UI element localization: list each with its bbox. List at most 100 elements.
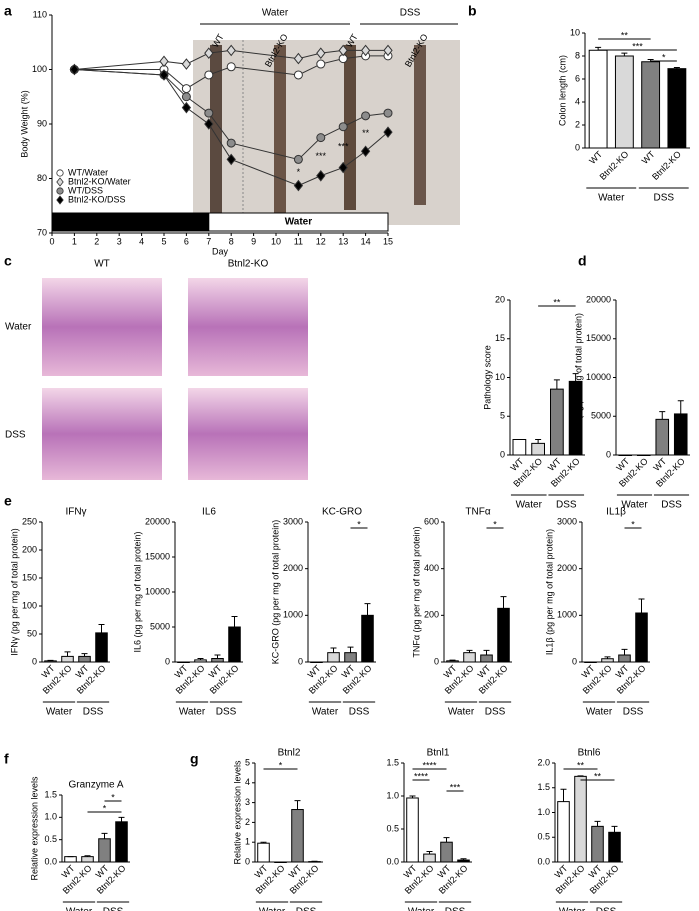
series-line xyxy=(74,49,388,70)
error-bar xyxy=(483,649,490,655)
significance-label: * xyxy=(493,519,497,529)
error-bar xyxy=(364,603,371,616)
x-tick-label: WT xyxy=(640,149,657,166)
data-point xyxy=(383,44,393,57)
bar xyxy=(588,49,608,149)
bar xyxy=(618,654,631,663)
bar xyxy=(614,55,634,149)
y-tick-label: 0 xyxy=(606,449,611,459)
data-point xyxy=(316,133,326,143)
y-tick-label: 200 xyxy=(22,544,37,554)
error-bar xyxy=(47,659,54,661)
bar xyxy=(257,842,270,863)
error-bar xyxy=(553,379,560,390)
y-tick-label: 5 xyxy=(245,757,250,767)
significance-label: * xyxy=(279,760,283,770)
error-bar xyxy=(677,400,684,414)
data-point xyxy=(226,153,236,166)
x-tick-label: Btnl2-KO xyxy=(650,149,683,182)
y-tick-label: 3000 xyxy=(557,516,577,526)
bar xyxy=(406,797,419,863)
legend-marker xyxy=(56,187,64,195)
y-tick-label: 150 xyxy=(22,572,37,582)
y-axis-label: Colon length (cm) xyxy=(557,55,567,126)
error-bar xyxy=(231,616,238,627)
significance-label: **** xyxy=(422,760,437,770)
error-bar xyxy=(638,598,645,613)
y-tick-label: 90 xyxy=(37,118,47,128)
series-line xyxy=(74,55,388,90)
group-label: DSS xyxy=(445,907,466,911)
y-tick-label: 10000 xyxy=(586,372,611,382)
error-bar xyxy=(294,800,301,810)
bar xyxy=(291,809,304,863)
phase-bar xyxy=(208,212,389,232)
y-tick-label: 4 xyxy=(575,96,580,106)
x-tick-label: 7 xyxy=(206,236,211,246)
bar xyxy=(457,859,470,863)
y-axis-label: Pathology score xyxy=(482,345,492,410)
error-bar xyxy=(594,820,601,827)
y-tick-label: 1.0 xyxy=(537,807,550,817)
significance-label: * xyxy=(662,52,666,62)
data-point xyxy=(159,69,169,81)
y-tick-label: 0 xyxy=(434,656,439,666)
x-tick-label: 13 xyxy=(338,236,348,246)
histology-column-label: WT xyxy=(94,259,110,270)
chart-title: Btnl2 xyxy=(278,748,301,759)
data-point xyxy=(361,111,371,121)
data-point xyxy=(181,92,191,102)
y-tick-label: 50 xyxy=(27,628,37,638)
y-tick-label: 1000 xyxy=(283,610,303,620)
y-tick-label: 200 xyxy=(424,610,439,620)
group-label: Water xyxy=(516,500,543,511)
group-label: DSS xyxy=(349,707,370,718)
bar xyxy=(480,654,493,663)
data-point xyxy=(204,47,214,59)
significance-label: *** xyxy=(450,782,461,792)
y-tick-label: 0.5 xyxy=(537,832,550,842)
bar xyxy=(641,61,661,149)
y-tick-label: 1.5 xyxy=(386,757,399,767)
significance-label: ** xyxy=(362,128,370,138)
y-tick-label: 110 xyxy=(33,9,47,19)
error-bar xyxy=(466,649,473,653)
y-tick-label: 1.0 xyxy=(44,812,57,822)
histology-column-label: Btnl2-KO xyxy=(228,259,269,270)
bar xyxy=(635,612,648,663)
significance-label: * xyxy=(357,519,361,529)
group-label: Water xyxy=(586,707,613,718)
y-axis-label: MPO (ng per mg of total protein) xyxy=(573,313,583,442)
x-tick-label: Btnl2-KO xyxy=(598,149,631,182)
bar xyxy=(423,853,436,863)
bar xyxy=(673,413,688,456)
chart-title: Btnl1 xyxy=(427,748,450,759)
y-axis-label: IL6 (pg per mg of total protein) xyxy=(132,531,142,652)
data-point xyxy=(159,55,169,68)
y-tick-label: 100 xyxy=(22,600,37,610)
y-tick-label: 3000 xyxy=(283,516,303,526)
phase-label: Water xyxy=(285,217,313,228)
group-label: DSS xyxy=(596,907,617,911)
error-bar xyxy=(621,648,628,655)
y-tick-label: 10000 xyxy=(145,586,170,596)
y-tick-label: 0.5 xyxy=(386,823,399,833)
error-bar xyxy=(409,795,416,798)
legend-label: WT/Water xyxy=(68,167,108,177)
y-tick-label: 250 xyxy=(22,516,37,526)
bar xyxy=(211,658,224,663)
error-bar xyxy=(572,373,579,382)
phase-label: DSS xyxy=(120,217,141,228)
error-bar xyxy=(460,858,467,861)
photo-group-label: DSS xyxy=(400,8,421,19)
y-tick-label: 0.0 xyxy=(44,856,57,866)
bar xyxy=(446,660,459,663)
panel-label: c xyxy=(4,253,12,269)
y-tick-label: 20000 xyxy=(145,516,170,526)
group-label: Water xyxy=(66,907,93,911)
y-tick-label: 20 xyxy=(495,294,505,304)
y-tick-label: 2 xyxy=(245,817,250,827)
bar xyxy=(574,775,587,863)
data-point xyxy=(383,126,393,138)
